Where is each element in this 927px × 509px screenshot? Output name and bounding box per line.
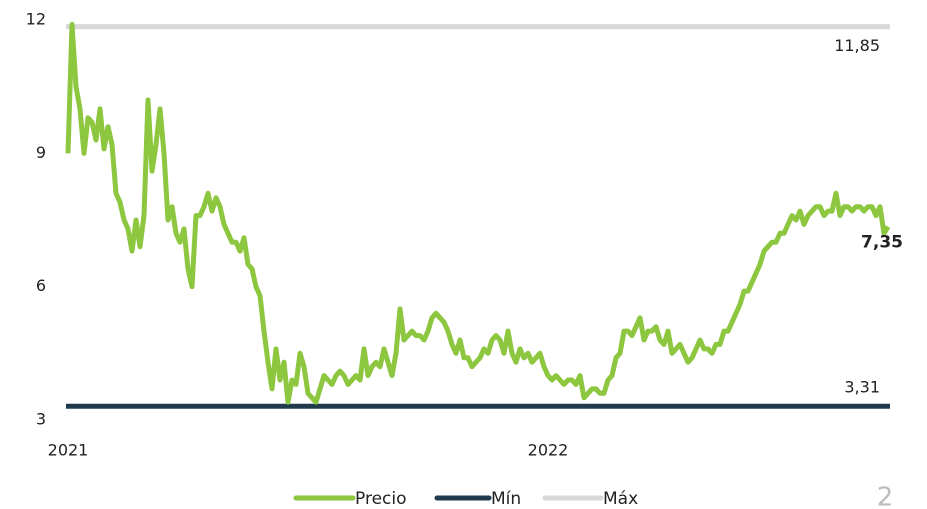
legend-label: Mín [491,489,521,509]
y-tick-label: 3 [36,410,46,429]
legend-label: Máx [603,489,638,509]
y-tick-label: 6 [36,276,46,295]
reference-label: 3,31 [844,378,880,397]
x-tick-label: 2022 [528,441,569,460]
last-value-label: 7,35 [861,233,903,253]
y-tick-label: 9 [36,143,46,162]
legend-label: Precio [355,489,407,509]
page-number: 2 [877,483,894,509]
y-tick-label: 12 [26,10,46,29]
reference-label: 11,85 [834,36,880,55]
x-tick-label: 2021 [48,441,89,460]
price-line [65,21,891,405]
